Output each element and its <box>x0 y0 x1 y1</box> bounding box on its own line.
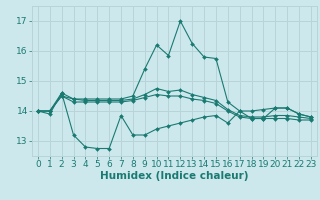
X-axis label: Humidex (Indice chaleur): Humidex (Indice chaleur) <box>100 171 249 181</box>
